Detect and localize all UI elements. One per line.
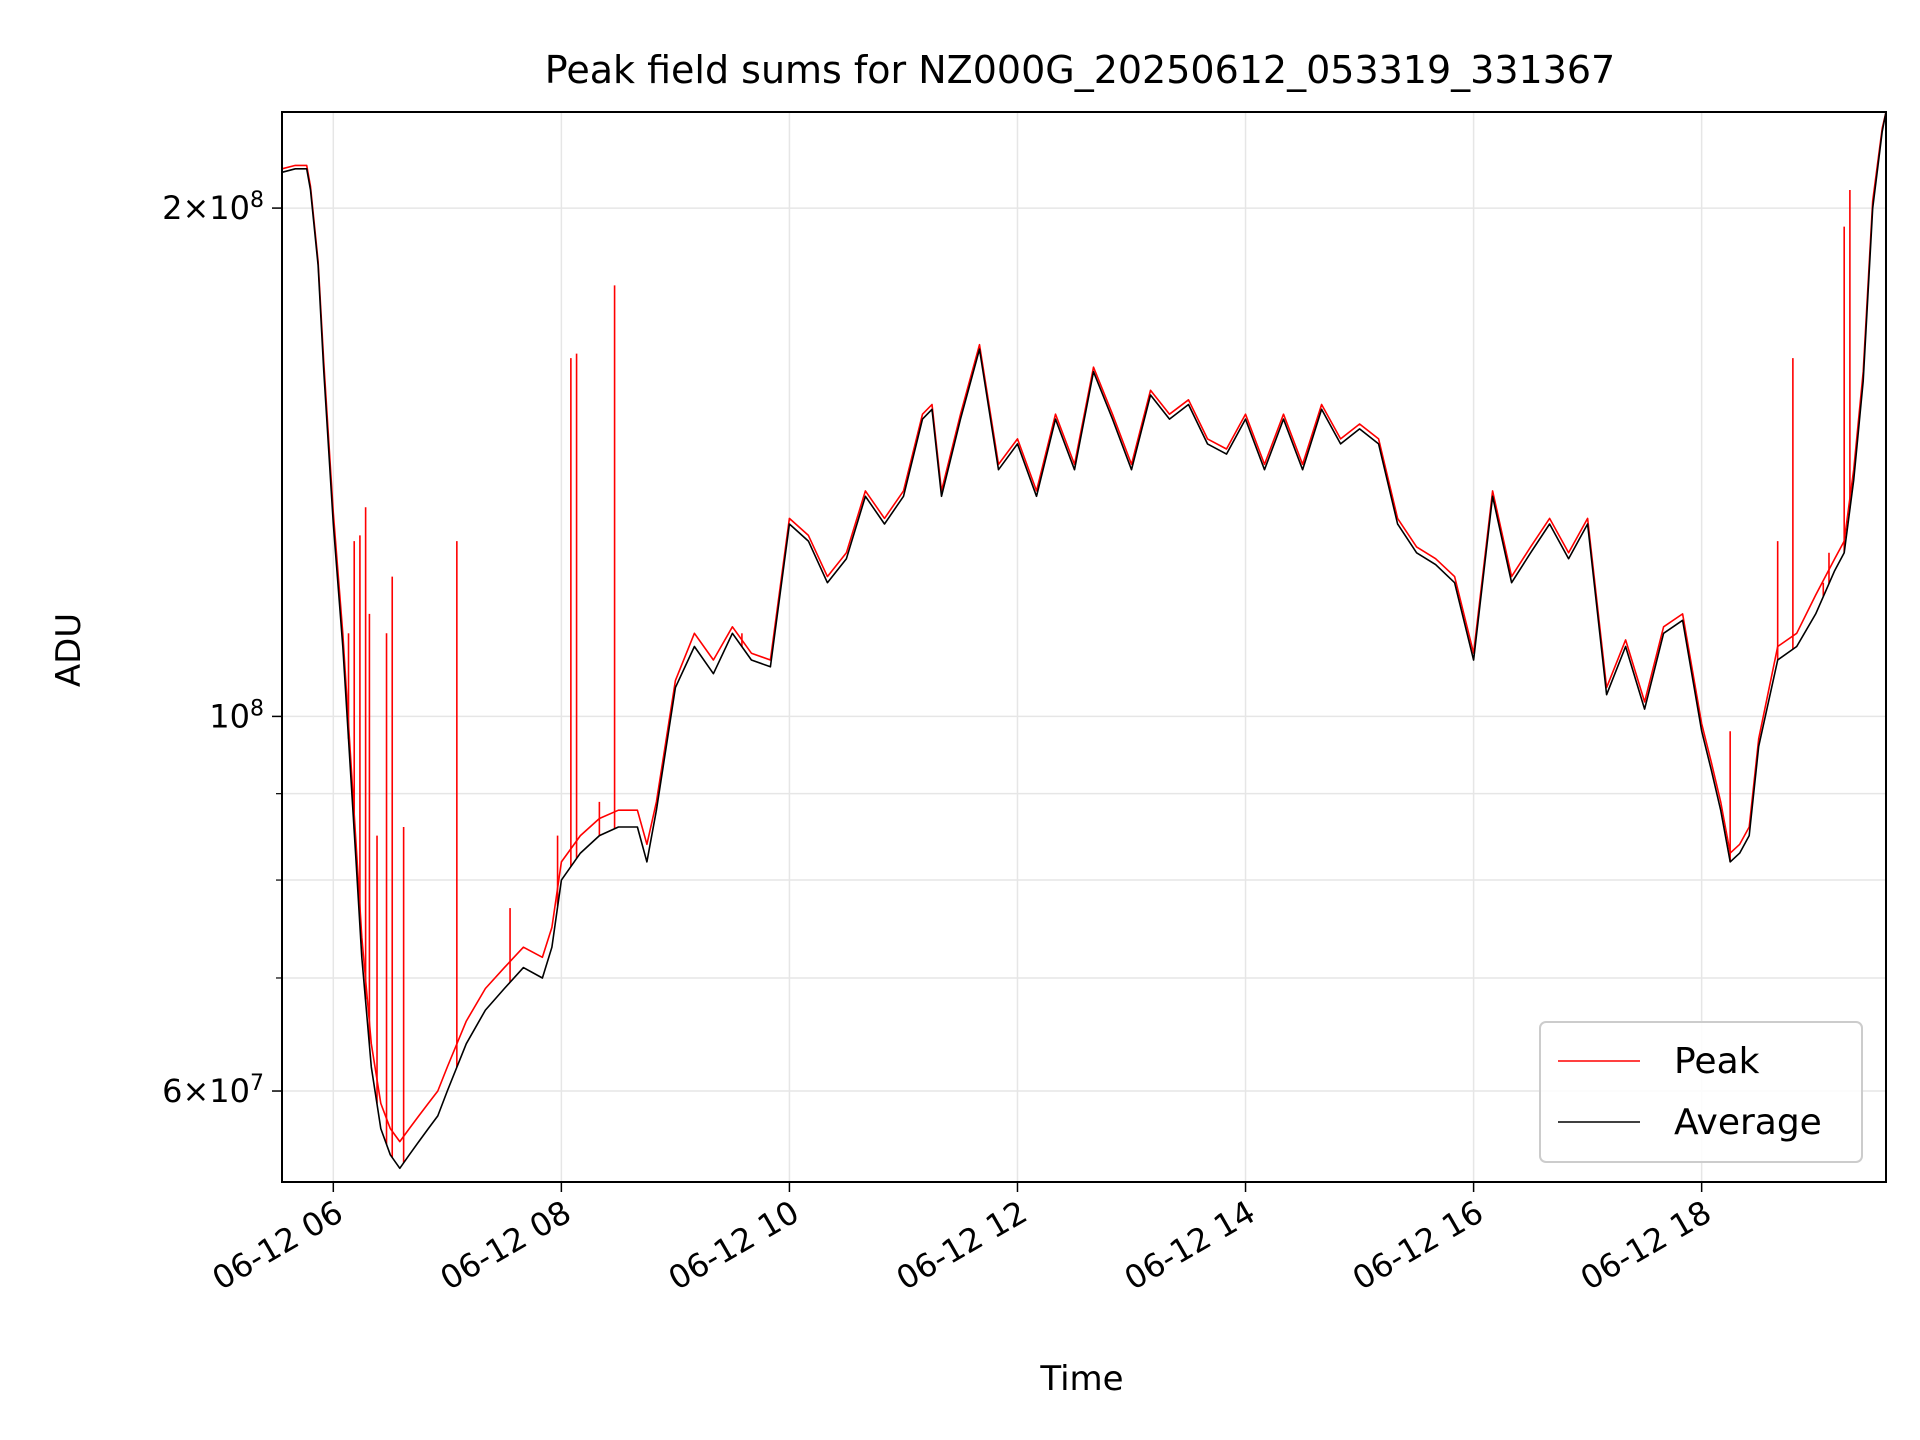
legend-box <box>1539 1021 1863 1163</box>
chart-title: Peak field sums for NZ000G_20250612_0533… <box>545 48 1615 92</box>
series-line-peak <box>281 111 1887 1143</box>
grid-lines <box>282 112 1886 1182</box>
x-axis-label: Time <box>1039 1359 1123 1399</box>
plot-frame <box>281 111 1887 1183</box>
y-tick-label: 6×107 <box>162 1071 264 1111</box>
legend: Peak Average <box>1539 1021 1863 1163</box>
y-tick-label: 2×108 <box>162 188 264 228</box>
legend-label-average: Average <box>1674 1102 1822 1143</box>
legend-label-peak: Peak <box>1674 1041 1760 1082</box>
series-line-average <box>281 111 1887 1170</box>
y-axis-label: ADU <box>49 613 89 687</box>
y-tick-label: 108 <box>209 696 264 736</box>
y-axis: 6×107 108 2×108 <box>162 188 282 1110</box>
series-layer <box>281 111 1887 1170</box>
